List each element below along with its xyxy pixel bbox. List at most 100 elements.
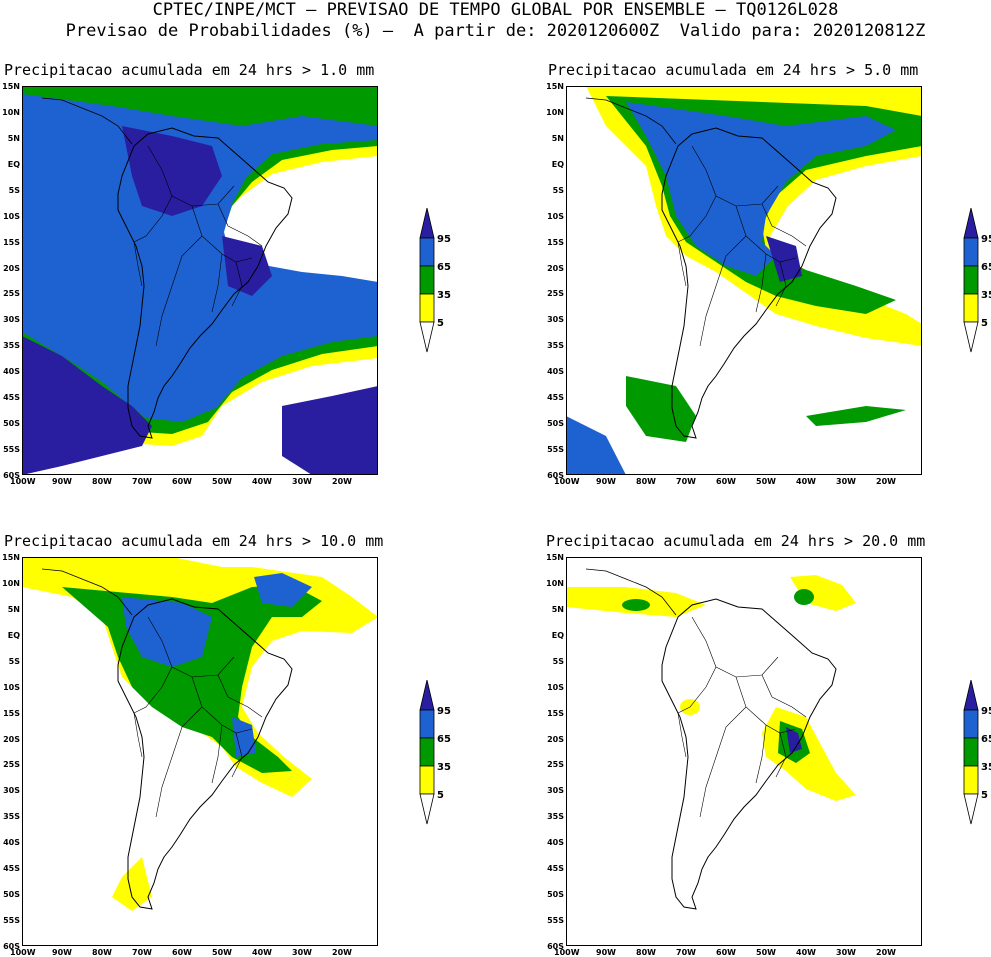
legend-label: 5: [437, 790, 444, 801]
legend-swatch: [419, 765, 435, 795]
legend-label: 35: [437, 290, 451, 301]
map-frame: [566, 557, 922, 946]
coastline: [661, 127, 837, 439]
legend-label: 35: [981, 290, 991, 301]
lon-label: 80W: [92, 477, 112, 486]
lon-label: 50W: [756, 948, 776, 957]
prob-65-area: [232, 717, 256, 757]
prob-35-area: [794, 589, 814, 605]
lon-label: 30W: [292, 477, 312, 486]
lon-label: 40W: [796, 948, 816, 957]
lat-label: 10N: [546, 578, 564, 588]
legend-swatch: [963, 265, 979, 295]
lon-label: 20W: [876, 477, 896, 486]
legend-swatch: [419, 237, 435, 267]
lat-label: 5N: [7, 133, 20, 143]
lat-label: 10N: [546, 107, 564, 117]
panel-1-map: [22, 86, 378, 475]
lat-label: 25S: [547, 760, 564, 770]
lon-label: 60W: [172, 477, 192, 486]
country-border: [155, 706, 203, 818]
lat-label: EQ: [551, 630, 564, 640]
legend-bottom-triangle: [419, 793, 435, 825]
country-border: [217, 674, 263, 718]
panel-4-map: [566, 557, 922, 946]
country-border: [211, 724, 223, 784]
legend-label: 35: [437, 762, 451, 773]
legend-swatch: [963, 237, 979, 267]
lat-label: 45S: [3, 864, 20, 874]
lat-label: 20S: [547, 263, 564, 273]
country-border: [761, 203, 807, 247]
lat-label: 60S: [3, 471, 20, 480]
legend-swatch: [419, 265, 435, 295]
lat-label: 15N: [2, 82, 20, 91]
legend-swatch: [963, 293, 979, 323]
lat-label: 15N: [546, 82, 564, 91]
lat-label: 35S: [3, 341, 20, 351]
lon-label: 20W: [332, 477, 352, 486]
lon-label: 40W: [796, 477, 816, 486]
legend-bottom-triangle: [963, 321, 979, 353]
lon-label: 20W: [332, 948, 352, 957]
lat-label: 50S: [547, 890, 564, 900]
country-border: [755, 253, 767, 313]
lat-label: 35S: [3, 812, 20, 822]
country-border: [133, 666, 173, 714]
prob-65-area: [22, 94, 378, 422]
lat-label: 40S: [3, 367, 20, 377]
lon-label: 50W: [212, 948, 232, 957]
legend-label: 95: [437, 706, 451, 717]
panel-2-map: [566, 86, 922, 475]
lat-label: 15S: [3, 708, 20, 718]
lon-label: 90W: [596, 477, 616, 486]
legend-swatch: [419, 293, 435, 323]
legend-label: 5: [981, 790, 988, 801]
legend-label: 65: [437, 262, 451, 273]
lat-label: 10S: [3, 682, 20, 692]
prob-5-area: [112, 857, 152, 911]
legend-top-triangle: [419, 680, 435, 711]
lon-label: 60W: [172, 948, 192, 957]
coastline: [661, 598, 837, 910]
prob-65-area: [566, 416, 626, 475]
lat-label: EQ: [551, 159, 564, 169]
lat-label: 5S: [552, 185, 564, 195]
country-border: [147, 616, 235, 678]
lat-label: 15N: [546, 553, 564, 562]
legend-swatch: [419, 737, 435, 767]
lat-label: 10S: [547, 682, 564, 692]
lat-label: EQ: [7, 159, 20, 169]
lat-label: 5N: [551, 133, 564, 143]
lat-label: 20S: [3, 734, 20, 744]
lon-label: 100W: [10, 948, 36, 957]
country-border: [775, 732, 787, 778]
lat-label: 15N: [2, 553, 20, 562]
legend-bottom-triangle: [419, 321, 435, 353]
country-border: [133, 241, 143, 287]
lat-label: 50S: [3, 890, 20, 900]
panel-1-title: Precipitacao acumulada em 24 hrs > 1.0 m…: [4, 61, 375, 79]
country-border: [211, 253, 223, 313]
prob-65-area: [626, 102, 896, 276]
lon-label: 80W: [636, 948, 656, 957]
country-border: [155, 235, 203, 347]
lon-label: 30W: [836, 948, 856, 957]
lon-label: 40W: [252, 948, 272, 957]
legend-swatch: [419, 709, 435, 739]
figure-title: CPTEC/INPE/MCT – PREVISAO DE TEMPO GLOBA…: [152, 0, 839, 20]
legend-label: 65: [981, 262, 991, 273]
panel-3-title: Precipitacao acumulada em 24 hrs > 10.0 …: [4, 532, 384, 550]
lat-label: 45S: [547, 864, 564, 874]
country-border: [133, 195, 173, 243]
prob-95-area: [766, 236, 802, 282]
lon-label: 50W: [756, 477, 776, 486]
lat-label: 55S: [3, 445, 20, 455]
panel-3-map: [22, 557, 378, 946]
lat-label: 15S: [547, 237, 564, 247]
lat-label: 25S: [3, 289, 20, 299]
legend-swatch: [963, 709, 979, 739]
lat-label: 35S: [547, 341, 564, 351]
country-border: [699, 706, 747, 818]
